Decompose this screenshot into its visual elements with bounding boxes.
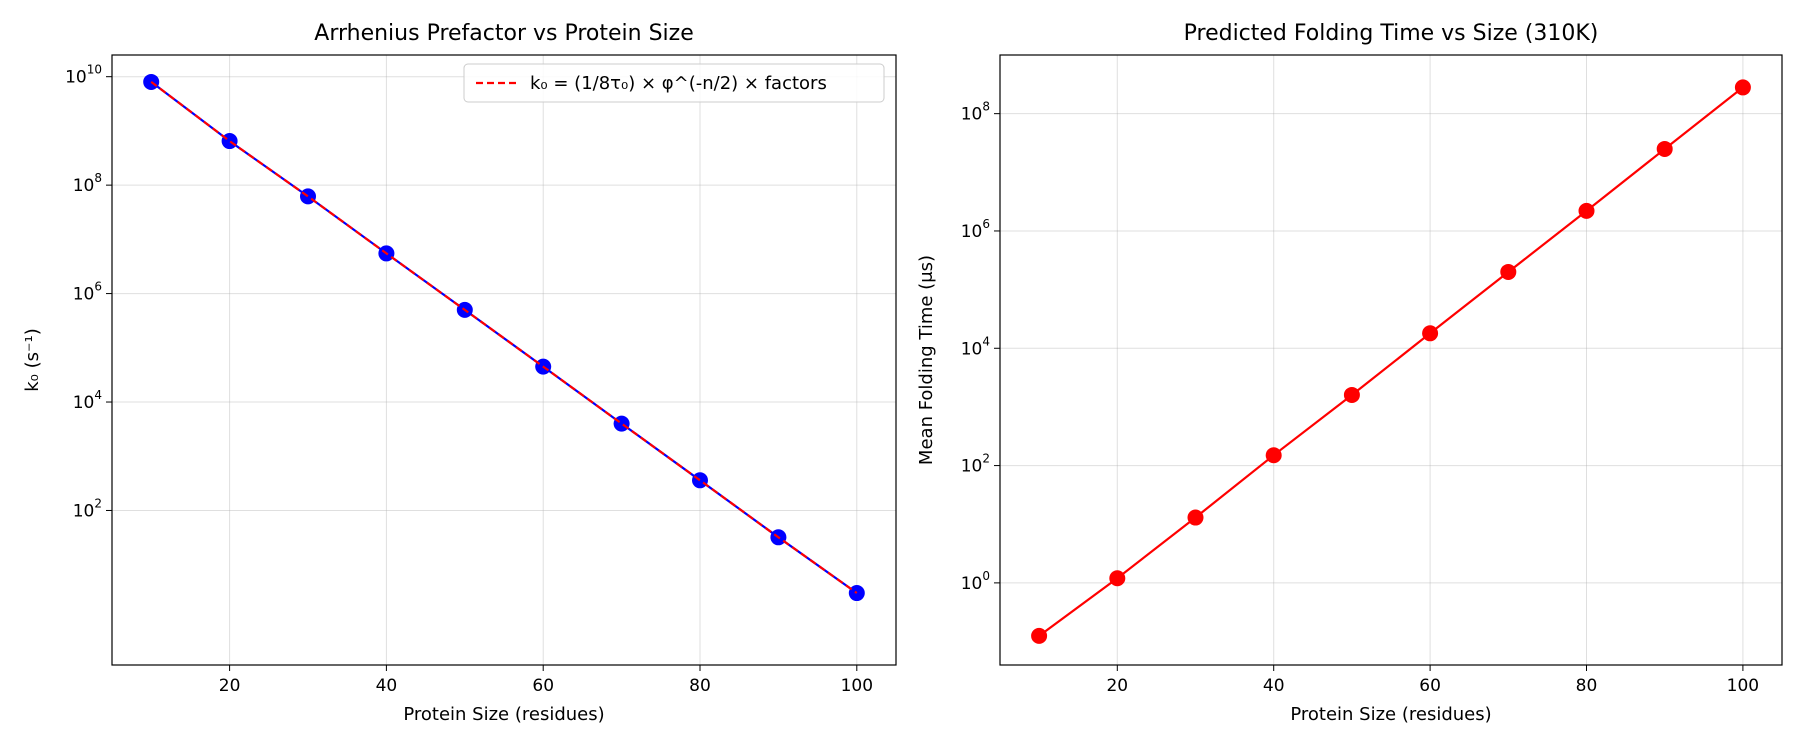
x-axis-label: Protein Size (residues) bbox=[1290, 704, 1491, 725]
y-axis-label: k₀ (s⁻¹) bbox=[22, 328, 43, 392]
data-point bbox=[300, 188, 316, 205]
data-point bbox=[1656, 140, 1673, 157]
data-point bbox=[1500, 263, 1517, 280]
data-point bbox=[1422, 325, 1439, 342]
data-point bbox=[1187, 509, 1204, 526]
y-tick-label: 1010 bbox=[65, 63, 102, 88]
legend: k₀ = (1/8τ₀) × φ^(-n/2) × factors bbox=[463, 63, 885, 103]
chart-title: Predicted Folding Time vs Size (310K) bbox=[1184, 21, 1599, 46]
x-tick-label: 60 bbox=[1419, 676, 1441, 696]
x-axis-label: Protein Size (residues) bbox=[403, 704, 604, 725]
data-point bbox=[1343, 386, 1360, 403]
x-tick-label: 40 bbox=[1263, 676, 1285, 696]
series-line bbox=[1038, 86, 1744, 637]
chart-left: 20 40 60 80 100 1010 108 106 104 102 Arrhenius Pre… bbox=[22, 21, 897, 725]
data-point bbox=[613, 415, 630, 432]
x-tick-label: 80 bbox=[1576, 676, 1598, 696]
x-tick-label: 20 bbox=[219, 676, 241, 696]
y-tick-label: 104 bbox=[961, 334, 990, 359]
data-point bbox=[1578, 202, 1595, 219]
y-tick-label: 108 bbox=[73, 171, 102, 196]
legend-frame bbox=[463, 63, 885, 103]
y-tick-label: 106 bbox=[73, 280, 102, 305]
data-point bbox=[1109, 570, 1126, 587]
x-tick-label: 20 bbox=[1106, 676, 1128, 696]
y-tick-label: 106 bbox=[961, 217, 990, 242]
y-tick-label: 102 bbox=[961, 452, 990, 477]
chart-title: Arrhenius Prefactor vs Protein Size bbox=[314, 21, 693, 46]
data-point bbox=[1031, 627, 1048, 644]
data-point bbox=[692, 472, 708, 489]
data-point bbox=[221, 133, 238, 150]
x-tick-label: 100 bbox=[841, 676, 873, 696]
chart-right: 20 40 60 80 100 108 106 104 102 100 Predicted Fold… bbox=[916, 21, 1783, 725]
data-point bbox=[1734, 79, 1751, 96]
x-tick-label: 100 bbox=[1727, 676, 1759, 696]
legend-label: k₀ = (1/8τ₀) × φ^(-n/2) × factors bbox=[530, 73, 827, 94]
fit-line bbox=[150, 81, 858, 594]
x-tick-label: 40 bbox=[376, 676, 398, 696]
x-tick-label: 60 bbox=[532, 676, 554, 696]
x-tick-label: 80 bbox=[689, 676, 711, 696]
y-tick-label: 104 bbox=[73, 388, 102, 413]
data-point bbox=[1265, 447, 1282, 464]
y-tick-label: 102 bbox=[73, 496, 102, 521]
axes-frame bbox=[999, 54, 1783, 666]
data-point bbox=[848, 585, 865, 602]
y-axis-label: Mean Folding Time (μs) bbox=[916, 255, 937, 465]
y-tick-label: 108 bbox=[961, 100, 990, 125]
axes-frame bbox=[111, 54, 897, 666]
y-tick-label: 100 bbox=[961, 569, 990, 594]
